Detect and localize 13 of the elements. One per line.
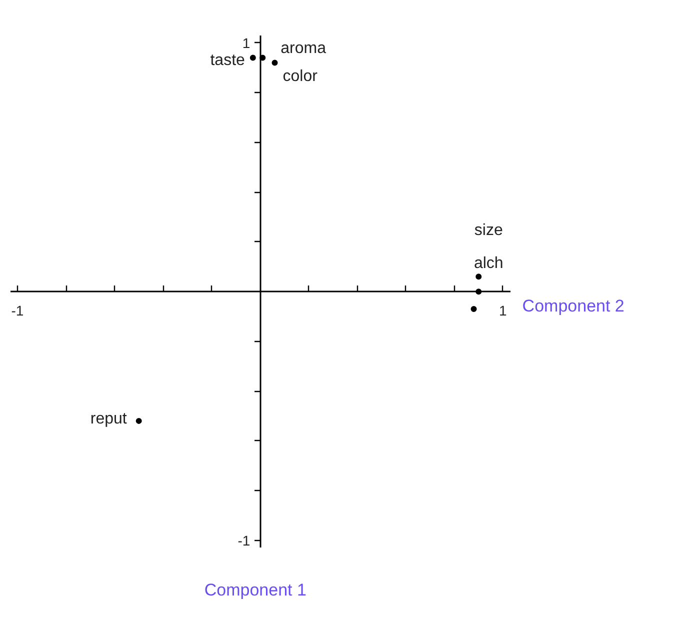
point: [470, 306, 477, 312]
point: [250, 54, 256, 61]
data-label: size: [474, 222, 503, 240]
data-label: reput: [90, 410, 128, 428]
point: [136, 418, 142, 424]
point: [272, 60, 278, 66]
data-label: color: [282, 68, 318, 86]
point: [476, 274, 482, 280]
data-label: aroma: [280, 40, 326, 58]
data-label: taste: [210, 52, 246, 70]
y-axis-title: Component 1: [204, 580, 306, 600]
x-axis-title: Component 2: [522, 296, 624, 316]
data-label: alch: [474, 255, 504, 272]
